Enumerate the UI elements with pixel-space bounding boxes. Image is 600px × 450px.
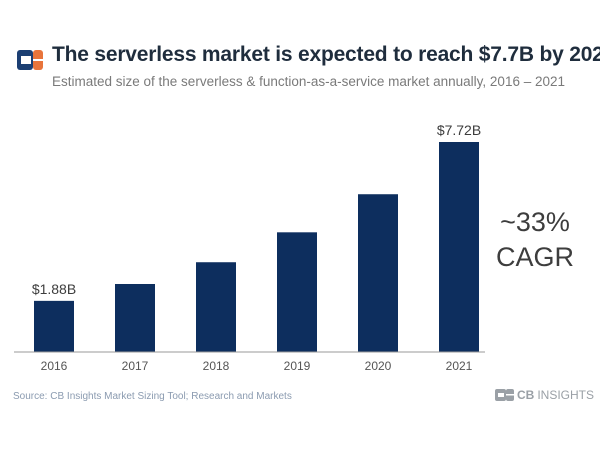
x-tick-label-2021: 2021 bbox=[446, 359, 473, 373]
cb-insights-brand: CB INSIGHTS bbox=[495, 388, 594, 402]
chart-subtitle: Estimated size of the serverless & funct… bbox=[52, 74, 565, 89]
bar-2020 bbox=[358, 194, 398, 352]
x-tick-label-2020: 2020 bbox=[365, 359, 392, 373]
brand-text-bold: CB bbox=[517, 388, 535, 402]
bar-2021 bbox=[439, 142, 479, 352]
source-note: Source: CB Insights Market Sizing Tool; … bbox=[13, 391, 292, 402]
cb-insights-logo-icon bbox=[17, 50, 43, 70]
bar-2017 bbox=[115, 283, 155, 352]
chart-title: The serverless market is expected to rea… bbox=[52, 43, 600, 66]
x-tick-label-2018: 2018 bbox=[203, 359, 230, 373]
brand-text-light: INSIGHTS bbox=[537, 388, 595, 402]
cagr-annotation: ~33% CAGR bbox=[496, 205, 574, 275]
cagr-label: CAGR bbox=[496, 242, 575, 272]
cagr-value: ~33% bbox=[500, 207, 570, 237]
data-label-2021: $7.72B bbox=[437, 122, 481, 138]
data-label-2016: $1.88B bbox=[32, 281, 76, 297]
bar-2016 bbox=[34, 300, 74, 352]
x-tick-label-2019: 2019 bbox=[284, 359, 311, 373]
bar-2019 bbox=[277, 232, 317, 352]
x-tick-label-2017: 2017 bbox=[122, 359, 149, 373]
cb-insights-mark-icon bbox=[495, 389, 514, 401]
logo-orange-divider bbox=[33, 59, 43, 61]
logo-cutout bbox=[21, 56, 31, 64]
bar-2018 bbox=[196, 262, 236, 352]
x-tick-label-2016: 2016 bbox=[41, 359, 68, 373]
